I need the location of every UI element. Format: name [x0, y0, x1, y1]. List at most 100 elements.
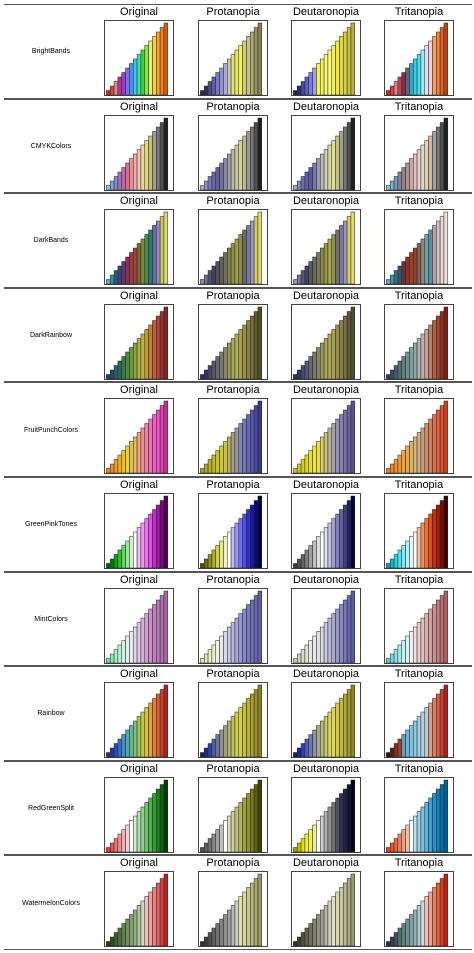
bar [163, 401, 169, 474]
palette-panel: Deutaronopia [291, 101, 361, 191]
panel-title: Tritanopia [394, 289, 444, 302]
bar [159, 121, 165, 190]
bar [416, 432, 422, 474]
bar [386, 752, 391, 758]
bar [234, 522, 240, 569]
bar [350, 22, 356, 96]
bar [207, 270, 213, 285]
bar [293, 468, 298, 474]
bar [230, 905, 236, 947]
bar [226, 437, 232, 474]
bar [117, 549, 122, 569]
bar [125, 256, 130, 285]
bar-plot [384, 587, 454, 664]
bar-plot [104, 398, 174, 475]
bar [312, 67, 317, 96]
palette-name: Rainbow [37, 710, 65, 718]
bar-plot [291, 682, 361, 759]
panel-title: Protanopia [206, 384, 260, 397]
bar [293, 184, 298, 190]
palette-panel: Tritanopia [384, 668, 454, 759]
bar [293, 90, 298, 96]
palette-panel: Tritanopia [384, 574, 454, 664]
palette-row: RedGreenSplit Original Protanopia Deutarono… [4, 760, 472, 856]
panel-title: Deutaronopia [292, 100, 360, 113]
bar [323, 716, 329, 758]
bar [439, 216, 445, 285]
bar [226, 153, 232, 190]
bar [428, 702, 433, 758]
panel-title: Deutaronopia [292, 384, 360, 397]
bar [203, 653, 209, 663]
palette-panel: Deutaronopia [291, 384, 361, 475]
palette-panel: Protanopia [198, 574, 268, 664]
bar [424, 612, 429, 663]
bar-plot [384, 114, 454, 191]
bar [428, 608, 433, 663]
bar [312, 446, 317, 474]
bar [121, 450, 126, 474]
bar [121, 639, 126, 663]
panel-title: Original [120, 479, 158, 491]
bar-plot [384, 398, 454, 475]
panel-title: Original [120, 668, 158, 681]
palette-panel: Deutaronopia [291, 290, 361, 380]
bar [412, 153, 418, 190]
bar [327, 333, 333, 380]
bar [144, 423, 149, 474]
bar [296, 85, 302, 96]
palette-panel: Deutaronopia [291, 195, 361, 286]
bar [140, 428, 146, 474]
bar [242, 797, 247, 853]
bar [331, 139, 336, 190]
bar [393, 554, 399, 569]
bar [331, 896, 336, 947]
bar [242, 702, 247, 758]
bar [335, 608, 340, 663]
bar [420, 711, 426, 758]
bar [436, 220, 441, 285]
bar [346, 689, 352, 758]
bar [331, 612, 336, 663]
bar [152, 793, 157, 853]
palette-panel: Original [104, 574, 174, 664]
bar [230, 432, 236, 474]
palette-row: Rainbow Original Protanopia Deutaronopia Tri… [4, 666, 472, 761]
bar [439, 405, 445, 474]
bar [132, 626, 138, 663]
palette-name: DarkBands [33, 237, 69, 245]
bar [308, 261, 313, 285]
bar [253, 27, 259, 96]
palette-panel: Tritanopia [384, 101, 454, 191]
bar [163, 590, 169, 663]
bar [253, 594, 259, 663]
palette-panel: Original [104, 857, 174, 948]
palette-panel: Protanopia [198, 857, 268, 948]
bar [343, 883, 348, 947]
bar [207, 648, 213, 663]
bar [242, 40, 247, 96]
bar [296, 464, 302, 474]
bar [223, 914, 228, 947]
bar [300, 365, 306, 380]
bar [319, 910, 325, 947]
bar [405, 635, 410, 663]
bar [300, 270, 306, 285]
bar [389, 747, 395, 758]
bar [401, 450, 406, 474]
bar-plot [198, 493, 268, 569]
bar [420, 806, 426, 853]
palette-name: CMYKColors [30, 142, 72, 150]
bar [257, 401, 263, 474]
bar [129, 347, 134, 380]
bar [246, 603, 251, 663]
palette-name: MintColors [34, 615, 68, 623]
palette-panel: Original [104, 384, 174, 475]
bar [156, 315, 161, 380]
bar [405, 351, 410, 380]
bar [156, 31, 161, 96]
bar [420, 333, 426, 380]
bar [230, 527, 236, 569]
bar [409, 820, 414, 853]
bar [304, 549, 309, 569]
